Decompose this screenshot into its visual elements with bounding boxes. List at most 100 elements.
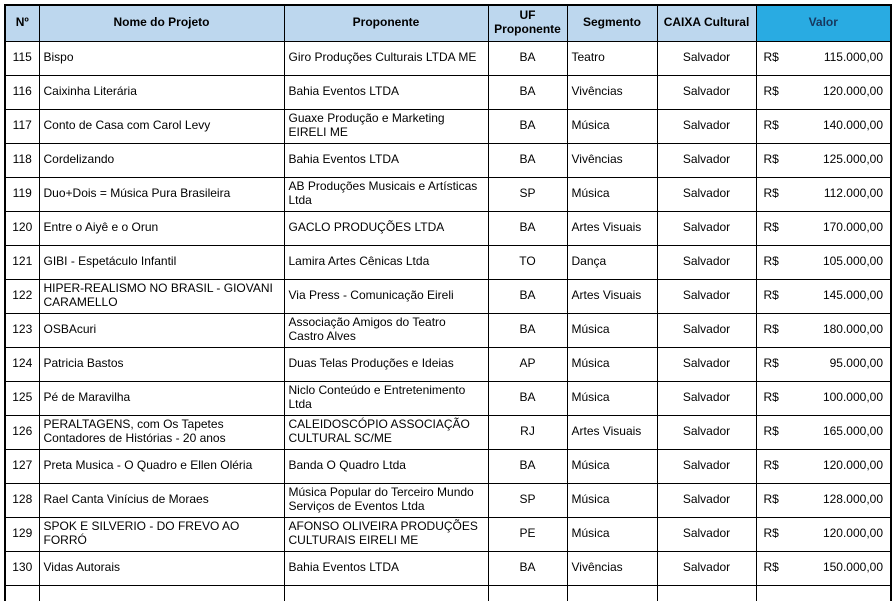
- cell-nome: Preta Musica - O Quadro e Ellen Oléria: [38, 448, 285, 484]
- cell-segmento: Artes Visuais: [566, 210, 658, 246]
- cell-num: 115: [4, 40, 40, 76]
- cell-segmento: Música: [566, 108, 658, 144]
- cell-num: 129: [4, 516, 40, 552]
- cell-uf: BA: [487, 142, 568, 178]
- header-caixa: CAIXA Cultural: [656, 4, 757, 42]
- cell-nome: Cordelizando: [38, 142, 285, 178]
- cell-valor: R$ 120.000,00: [755, 448, 892, 484]
- partial-next-row: [4, 584, 892, 601]
- currency-symbol: R$: [763, 152, 779, 167]
- cell-segmento: Música: [566, 312, 658, 348]
- cell-num: 121: [4, 244, 40, 280]
- cell-valor: R$ 105.000,00: [755, 244, 892, 280]
- table-row: 127 Preta Musica - O Quadro e Ellen Olér…: [4, 448, 892, 484]
- cell-num: 116: [4, 74, 40, 110]
- header-row: Nº Nome do Projeto Proponente UF Propone…: [4, 4, 892, 42]
- cell-uf: BA: [487, 40, 568, 76]
- cell-nome: PERALTAGENS, com Os Tapetes Contadores d…: [38, 414, 285, 450]
- cell-segmento: Música: [566, 448, 658, 484]
- table-body: 115 Bispo Giro Produções Culturais LTDA …: [4, 40, 892, 586]
- amount: 170.000,00: [822, 220, 883, 235]
- cell-segmento: Dança: [566, 244, 658, 280]
- header-uf: UF Proponente: [487, 4, 568, 42]
- cell-caixa: Salvador: [656, 312, 757, 348]
- header-proponente: Proponente: [283, 4, 489, 42]
- projects-table: Nº Nome do Projeto Proponente UF Propone…: [4, 4, 892, 601]
- cell-valor: R$ 120.000,00: [755, 74, 892, 110]
- amount: 120.000,00: [822, 458, 883, 473]
- amount: 165.000,00: [822, 424, 883, 439]
- cell-valor: R$ 140.000,00: [755, 108, 892, 144]
- table-row: 121 GIBI - Espetáculo Infantil Lamira Ar…: [4, 244, 892, 280]
- cell-num: 117: [4, 108, 40, 144]
- currency-symbol: R$: [763, 50, 779, 65]
- cell-caixa: Salvador: [656, 108, 757, 144]
- cell-uf: TO: [487, 244, 568, 280]
- table-row: 124 Patricia Bastos Duas Telas Produções…: [4, 346, 892, 382]
- cell-proponente: Giro Produções Culturais LTDA ME: [283, 40, 489, 76]
- cell-proponente: Duas Telas Produções e Ideias: [283, 346, 489, 382]
- cell-caixa: Salvador: [656, 278, 757, 314]
- cell-segmento: Música: [566, 346, 658, 382]
- cell-valor: R$ 100.000,00: [755, 380, 892, 416]
- cell-caixa: Salvador: [656, 40, 757, 76]
- cell-proponente: AFONSO OLIVEIRA PRODUÇÕES CULTURAIS EIRE…: [283, 516, 489, 552]
- amount: 145.000,00: [822, 288, 883, 303]
- cell-nome: Patricia Bastos: [38, 346, 285, 382]
- cell-valor: R$ 95.000,00: [755, 346, 892, 382]
- cell-caixa: Salvador: [656, 550, 757, 586]
- cell-uf: BA: [487, 210, 568, 246]
- cell-segmento: Música: [566, 176, 658, 212]
- cell-caixa: Salvador: [656, 142, 757, 178]
- cell-uf: BA: [487, 380, 568, 416]
- header-valor: Valor: [755, 4, 892, 42]
- currency-symbol: R$: [763, 492, 779, 507]
- currency-symbol: R$: [763, 560, 779, 575]
- cell-proponente: Banda O Quadro Ltda: [283, 448, 489, 484]
- amount: 112.000,00: [823, 186, 883, 201]
- cell-valor: R$ 150.000,00: [755, 550, 892, 586]
- cell-proponente: CALEIDOSCÓPIO ASSOCIAÇÃO CULTURAL SC/ME: [283, 414, 489, 450]
- table-row: 117 Conto de Casa com Carol Levy Guaxe P…: [4, 108, 892, 144]
- cell-uf: BA: [487, 448, 568, 484]
- cell-num: 124: [4, 346, 40, 382]
- cell-nome: Vidas Autorais: [38, 550, 285, 586]
- header-segmento: Segmento: [566, 4, 658, 42]
- cell-caixa: Salvador: [656, 176, 757, 212]
- cell-valor: R$ 180.000,00: [755, 312, 892, 348]
- cell-uf: RJ: [487, 414, 568, 450]
- currency-symbol: R$: [763, 526, 779, 541]
- cell-num: 130: [4, 550, 40, 586]
- cell-proponente: Bahia Eventos LTDA: [283, 74, 489, 110]
- currency-symbol: R$: [763, 458, 779, 473]
- cell-proponente: GACLO PRODUÇÕES LTDA: [283, 210, 489, 246]
- cell-uf: BA: [487, 108, 568, 144]
- table-row: 119 Duo+Dois = Música Pura Brasileira AB…: [4, 176, 892, 212]
- cell-valor: R$ 145.000,00: [755, 278, 892, 314]
- table-row: 122 HIPER-REALISMO NO BRASIL - GIOVANI C…: [4, 278, 892, 314]
- cell-segmento: Vivências: [566, 142, 658, 178]
- table-row: 125 Pé de Maravilha Niclo Conteúdo e Ent…: [4, 380, 892, 416]
- cell-proponente: AB Produções Musicais e Artísticas Ltda: [283, 176, 489, 212]
- cell-caixa: Salvador: [656, 516, 757, 552]
- cell-nome: Caixinha Literária: [38, 74, 285, 110]
- cell-caixa: Salvador: [656, 482, 757, 518]
- cell-valor: R$ 120.000,00: [755, 516, 892, 552]
- cell-uf: BA: [487, 550, 568, 586]
- currency-symbol: R$: [763, 288, 779, 303]
- cell-valor: R$ 115.000,00: [755, 40, 892, 76]
- table-row: 118 Cordelizando Bahia Eventos LTDA BA V…: [4, 142, 892, 178]
- cell-uf: PE: [487, 516, 568, 552]
- cell-valor: R$ 170.000,00: [755, 210, 892, 246]
- cell-segmento: Música: [566, 482, 658, 518]
- amount: 95.000,00: [829, 356, 883, 371]
- cell-proponente: Lamira Artes Cênicas Ltda: [283, 244, 489, 280]
- cell-segmento: Artes Visuais: [566, 278, 658, 314]
- cell-num: 126: [4, 414, 40, 450]
- table-row: 116 Caixinha Literária Bahia Eventos LTD…: [4, 74, 892, 110]
- cell-uf: AP: [487, 346, 568, 382]
- cell-segmento: Teatro: [566, 40, 658, 76]
- currency-symbol: R$: [763, 322, 779, 337]
- cell-proponente: Bahia Eventos LTDA: [283, 550, 489, 586]
- cell-valor: R$ 165.000,00: [755, 414, 892, 450]
